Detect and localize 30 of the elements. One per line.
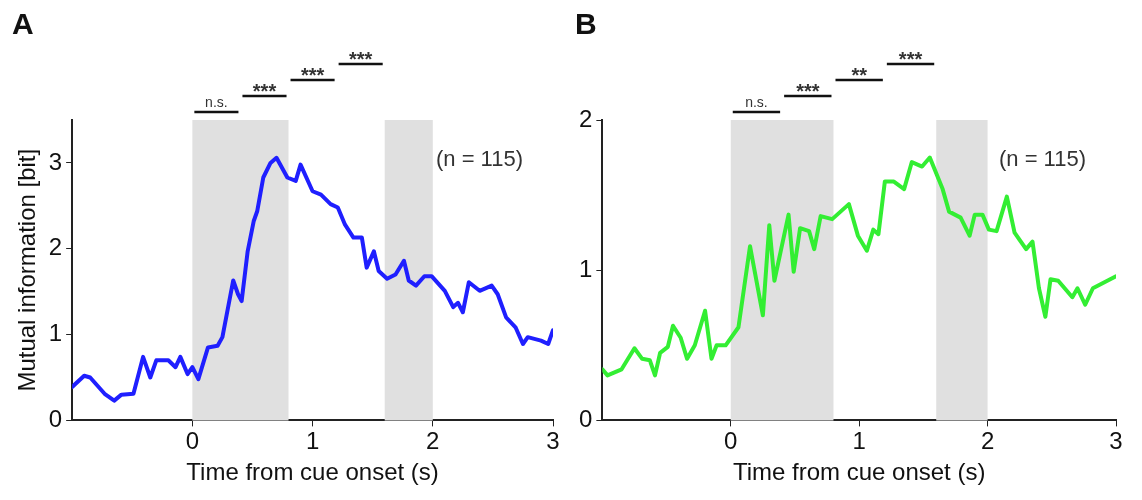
text: *** (348, 47, 373, 70)
y-tick-label: 1 (578, 254, 593, 282)
x-tick-label: 0 (724, 427, 738, 455)
x-tick-label: 3 (546, 427, 560, 455)
y-tick-label: 1 (48, 319, 63, 347)
text: *** (252, 79, 277, 102)
y-tick-label: 0 (48, 405, 63, 433)
y-tick-label: 2 (48, 233, 63, 261)
y-tick-label: 0 (578, 405, 593, 433)
y-tick-label: 2 (578, 104, 593, 132)
annotation: (n = 115) (435, 146, 523, 172)
text: *** (300, 63, 325, 86)
text: *** (898, 47, 923, 70)
x-tick-label: 1 (305, 427, 320, 455)
y-tick-label: 3 (48, 147, 63, 175)
text: n.s. (745, 93, 768, 110)
text: n.s. (205, 93, 228, 110)
x-tick-label: 2 (426, 427, 440, 455)
x-tick-label: 1 (852, 427, 866, 455)
x-tick-label: 3 (1109, 427, 1123, 455)
x-axis-title: Time from cue onset (s) (186, 458, 439, 486)
x-axis-title: Time from cue onset (s) (732, 458, 986, 486)
text: *** (796, 79, 820, 102)
x-tick-label: 2 (980, 427, 995, 455)
annotation: (n = 115) (998, 146, 1086, 172)
text: ** (851, 63, 868, 86)
chart-title: A (12, 7, 34, 41)
chart-title: B (575, 7, 597, 41)
y-axis-title: Mutual information [bit] (13, 148, 41, 392)
x-tick-label: 0 (185, 427, 200, 455)
